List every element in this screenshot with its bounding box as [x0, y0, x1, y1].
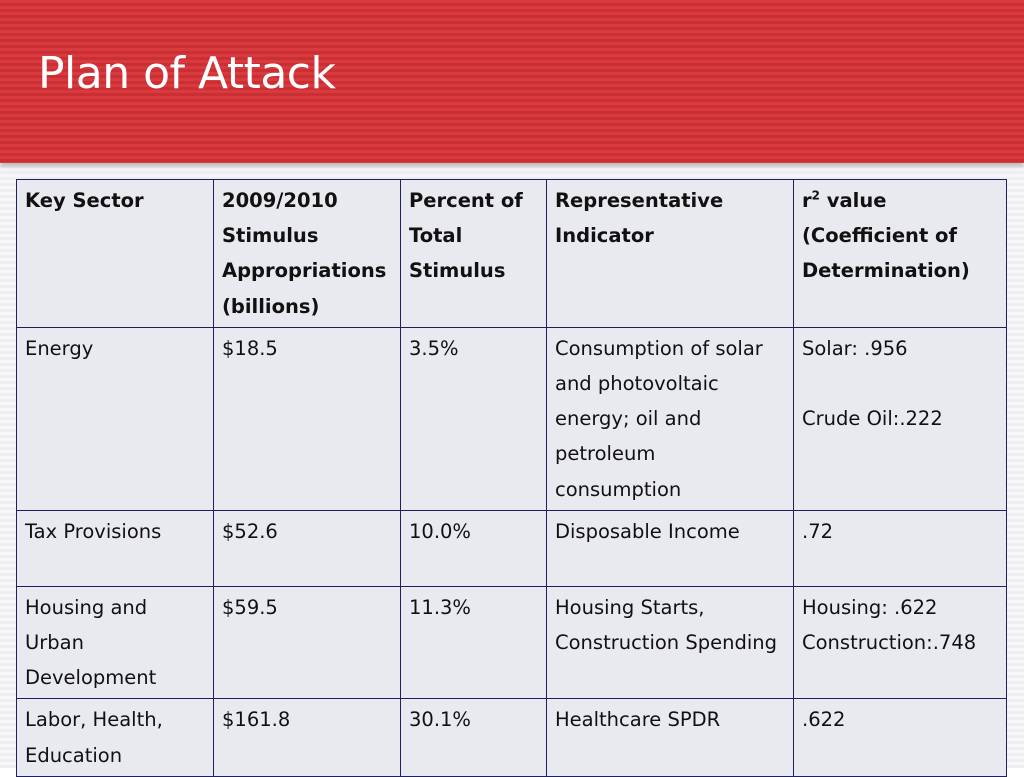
r2-line: Construction:.748: [802, 631, 977, 655]
cell-percent: 11.3%: [400, 585, 547, 700]
r2-line: Housing: .622: [802, 595, 938, 619]
cell-appropriations: $52.6: [213, 509, 401, 587]
cell-sector: Tax Provisions: [16, 509, 214, 587]
cell-r2: Housing: .622 Construction:.748: [793, 585, 1007, 700]
header-r2-exponent: 2: [811, 188, 820, 203]
header-indicator: Representative Indicator: [546, 179, 794, 328]
cell-appropriations: $18.5: [213, 326, 401, 511]
cell-sector: Labor, Health, Education: [16, 698, 214, 777]
title-band: Plan of Attack: [0, 0, 1024, 163]
cell-sector: Housing and Urban Development: [16, 585, 214, 700]
r2-line: Solar: .956: [802, 336, 908, 360]
cell-appropriations: $59.5: [213, 585, 401, 700]
header-r2: r2 value (Coefficient of Determination): [793, 179, 1007, 328]
cell-percent: 3.5%: [400, 326, 547, 511]
cell-sector: Energy: [16, 326, 214, 511]
cell-indicator: Disposable Income: [546, 509, 794, 587]
header-appropriations: 2009/2010 Stimulus Appropriations (billi…: [213, 179, 401, 328]
cell-r2: .72: [793, 509, 1007, 587]
stimulus-table: Key Sector 2009/2010 Stimulus Appropriat…: [16, 179, 1007, 777]
r2-spacer: [802, 366, 998, 401]
cell-r2: .622: [793, 698, 1007, 777]
cell-percent: 10.0%: [400, 509, 547, 587]
table-row: Energy $18.5 3.5% Consumption of solar a…: [16, 326, 1007, 511]
table-row: Tax Provisions $52.6 10.0% Disposable In…: [16, 509, 1007, 587]
cell-r2: Solar: .956 Crude Oil:.222: [793, 326, 1007, 511]
slide-title: Plan of Attack: [38, 48, 336, 99]
header-r2-base: r: [802, 189, 812, 212]
table-row: Housing and Urban Development $59.5 11.3…: [16, 585, 1007, 700]
header-r2-rest: value (Coefficient of Determination): [802, 189, 970, 283]
r2-line: Crude Oil:.222: [802, 407, 943, 431]
cell-indicator: Housing Starts, Construction Spending: [546, 585, 794, 700]
header-percent: Percent of Total Stimulus: [400, 179, 547, 328]
cell-percent: 30.1%: [400, 698, 547, 777]
table-header-row: Key Sector 2009/2010 Stimulus Appropriat…: [16, 179, 1007, 328]
header-key-sector: Key Sector: [16, 179, 214, 328]
cell-appropriations: $161.8: [213, 698, 401, 777]
table-row: Labor, Health, Education $161.8 30.1% He…: [16, 698, 1007, 777]
cell-indicator: Consumption of solar and photovoltaic en…: [546, 326, 794, 511]
cell-indicator: Healthcare SPDR: [546, 698, 794, 777]
